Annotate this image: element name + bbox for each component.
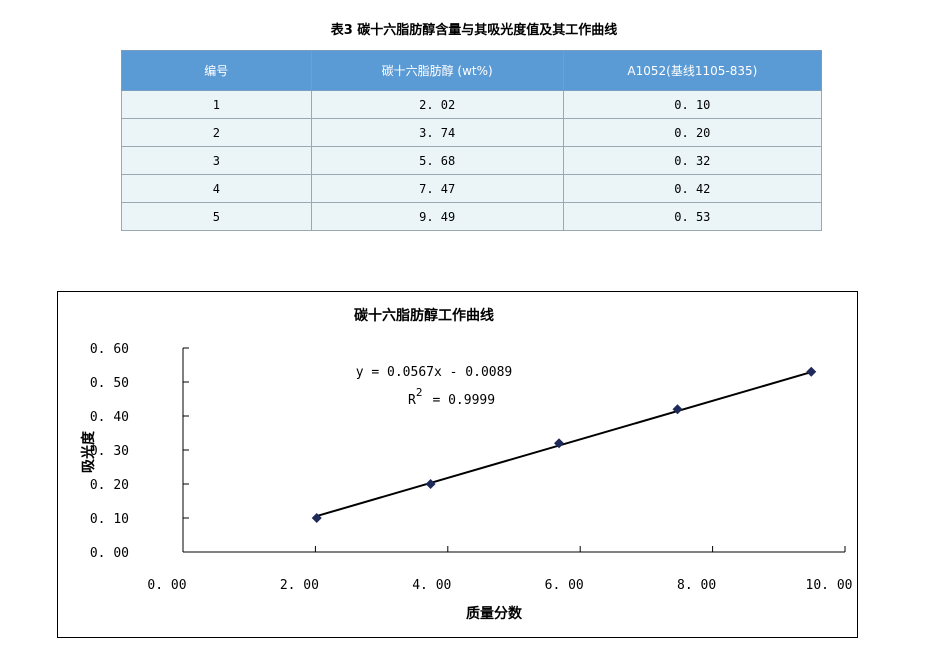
x-tick-label: 2. 00 (280, 578, 319, 593)
data-table: 编号 碳十六脂肪醇 (wt%) A1052(基线1105-835) 1 2. 0… (121, 50, 823, 231)
trendline (316, 371, 812, 518)
column-header-absorbance: A1052(基线1105-835) (562, 50, 823, 91)
y-tick-label: 0. 20 (90, 478, 129, 493)
y-tick-label: 0. 60 (90, 342, 129, 357)
table-row: 5 9. 49 0. 53 (121, 202, 823, 231)
trendline-equation: y = 0.0567x - 0.0089 (356, 365, 513, 380)
table-row: 2 3. 74 0. 20 (121, 118, 823, 147)
y-tick-label: 0. 40 (90, 410, 129, 425)
y-axis-label: 吸光度 (80, 430, 97, 473)
y-tick-label: 0. 00 (90, 546, 129, 561)
column-header-content: 碳十六脂肪醇 (wt%) (310, 50, 564, 91)
data-point (425, 479, 436, 489)
table-cell: 0. 20 (562, 118, 823, 147)
data-point (554, 438, 565, 449)
y-tick-label: 0. 50 (90, 376, 129, 391)
table-row: 4 7. 47 0. 42 (121, 174, 823, 203)
table-cell: 2. 02 (310, 90, 564, 119)
chart-frame (57, 291, 858, 638)
table-cell: 1 (121, 90, 312, 119)
data-point (311, 513, 322, 523)
table-cell: 0. 42 (562, 174, 823, 203)
data-point (672, 404, 683, 415)
table-row: 3 5. 68 0. 32 (121, 146, 823, 175)
table-cell: 7. 47 (310, 174, 564, 203)
x-tick-label: 0. 00 (147, 578, 186, 593)
r-squared-label: R2 = 0.9999 (408, 386, 495, 408)
r-squared-symbol: R (408, 393, 416, 408)
table-cell: 0. 10 (562, 90, 823, 119)
data-point (806, 366, 817, 377)
chart-plot-area: 0. 00 0. 10 0. 20 0. 30 0. 40 0. 50 0. 60 0. 00… (90, 342, 853, 593)
y-tick-label: 0. 10 (90, 512, 129, 527)
table-header-row: 编号 碳十六脂肪醇 (wt%) A1052(基线1105-835) (121, 50, 823, 91)
r-squared-value: = 0.9999 (432, 393, 495, 408)
table-cell: 0. 53 (562, 202, 823, 231)
table-cell: 5. 68 (310, 146, 564, 175)
x-tick-label: 4. 00 (412, 578, 451, 593)
x-axis-label: 质量分数 (466, 605, 523, 622)
x-tick-label: 8. 00 (677, 578, 716, 593)
table-cell: 5 (121, 202, 312, 231)
table-row: 1 2. 02 0. 10 (121, 90, 823, 119)
table-caption: 表3 碳十六脂肪醇含量与其吸光度值及其工作曲线 (330, 23, 618, 38)
r-squared-superscript: 2 (416, 386, 423, 399)
x-tick-label: 10. 00 (806, 578, 853, 593)
table-cell: 3. 74 (310, 118, 564, 147)
table-cell: 2 (121, 118, 312, 147)
chart-title: 碳十六脂肪醇工作曲线 (354, 307, 494, 324)
y-tick-label: 0. 30 (90, 444, 129, 459)
x-tick-label: 6. 00 (545, 578, 584, 593)
table-cell: 9. 49 (310, 202, 564, 231)
